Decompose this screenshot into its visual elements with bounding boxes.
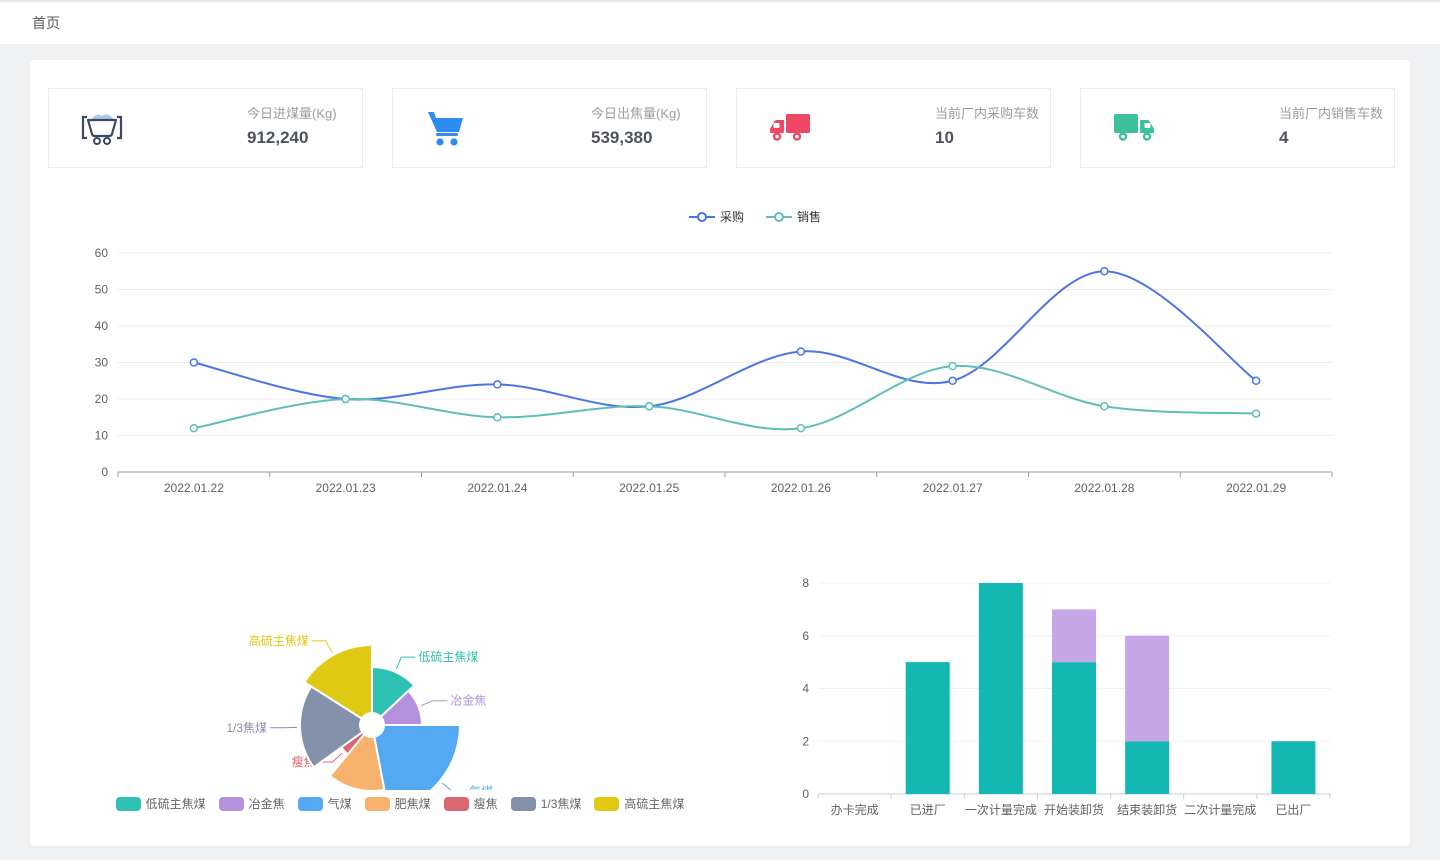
stat-label: 当前厂内销售车数 — [1279, 106, 1384, 121]
svg-text:2022.01.22: 2022.01.22 — [164, 481, 224, 495]
legend-swatch — [297, 796, 323, 811]
stat-value: 4 — [1279, 128, 1289, 147]
svg-text:一次计量完成: 一次计量完成 — [965, 802, 1037, 817]
stat-card-coal-in: 今日进煤量(Kg) 912,240 — [48, 88, 363, 168]
pie-legend-item[interactable]: 肥焦煤 — [364, 795, 431, 812]
legend-swatch — [443, 796, 469, 811]
line-marker-icon — [766, 211, 792, 222]
svg-text:办卡完成: 办卡完成 — [831, 802, 879, 817]
svg-text:二次计量完成: 二次计量完成 — [1184, 802, 1256, 817]
svg-text:40: 40 — [95, 319, 109, 333]
pie-legend-item[interactable]: 瘦焦 — [443, 795, 498, 812]
truck-left-icon — [737, 110, 842, 146]
legend-label: 冶金焦 — [248, 797, 285, 811]
svg-text:0: 0 — [101, 465, 108, 479]
legend-swatch — [115, 796, 141, 811]
stat-value: 10 — [935, 128, 954, 147]
purchase-sale-line-chart: 0 10 20 30 40 50 60 2022.01.22 2022.01.23 2022.01… — [95, 246, 1333, 495]
svg-text:2022.01.26: 2022.01.26 — [771, 481, 831, 495]
svg-text:2022.01.25: 2022.01.25 — [619, 481, 679, 495]
stat-card-coke-out: 今日出焦量(Kg) 539,380 — [392, 88, 707, 168]
svg-text:2022.01.27: 2022.01.27 — [923, 481, 983, 495]
line-marker-icon — [688, 211, 715, 222]
breadcrumb[interactable]: 首页 — [32, 15, 60, 31]
svg-text:1/3焦煤: 1/3焦煤 — [226, 721, 267, 735]
stat-value: 539,380 — [591, 128, 653, 147]
pie-legend-item[interactable]: 高硫主焦煤 — [594, 795, 684, 812]
svg-text:2: 2 — [802, 734, 809, 748]
svg-text:0: 0 — [802, 787, 809, 801]
legend-item-sale[interactable]: 销售 — [766, 208, 821, 225]
svg-text:低硫主焦煤: 低硫主焦煤 — [418, 649, 478, 664]
legend-item-purchase[interactable]: 采购 — [688, 208, 744, 225]
svg-text:50: 50 — [95, 283, 109, 297]
rose-chart-legend: 低硫主焦煤 冶金焦 气煤 肥焦煤 瘦焦 1/3焦煤 高硫主焦煤 — [70, 795, 730, 812]
legend-label: 低硫主焦煤 — [145, 797, 206, 811]
legend-label: 采购 — [719, 210, 744, 224]
svg-text:气煤: 气煤 — [469, 783, 493, 790]
dashboard-panel: 今日进煤量(Kg) 912,240 今日出焦量(Kg) 539,380 — [30, 60, 1410, 846]
svg-text:30: 30 — [95, 356, 109, 370]
stat-value: 912,240 — [247, 128, 309, 147]
svg-text:4: 4 — [802, 682, 809, 696]
legend-label: 1/3焦煤 — [540, 797, 582, 811]
legend-label: 销售 — [797, 210, 822, 224]
svg-text:2022.01.29: 2022.01.29 — [1226, 481, 1286, 495]
legend-label: 气煤 — [327, 797, 352, 811]
legend-swatch — [510, 796, 536, 811]
svg-text:已进厂: 已进厂 — [910, 803, 946, 817]
stat-card-purchase-trucks: 当前厂内采购车数 10 — [736, 88, 1051, 168]
stat-label: 今日进煤量(Kg) — [247, 106, 337, 121]
pie-legend-item[interactable]: 1/3焦煤 — [510, 795, 582, 812]
svg-text:2022.01.23: 2022.01.23 — [316, 481, 376, 495]
pie-legend-item[interactable]: 冶金焦 — [218, 795, 285, 812]
svg-text:2022.01.24: 2022.01.24 — [467, 481, 527, 495]
svg-text:8: 8 — [802, 576, 809, 590]
legend-label: 高硫主焦煤 — [624, 797, 685, 811]
svg-text:开始装卸货: 开始装卸货 — [1044, 802, 1104, 817]
legend-swatch — [364, 796, 390, 811]
svg-text:6: 6 — [802, 629, 809, 643]
stat-card-sale-trucks: 当前厂内销售车数 4 — [1080, 88, 1395, 168]
svg-text:20: 20 — [95, 392, 109, 406]
vehicle-status-bar-chart: 0 2 4 6 8 办卡完成 已进厂 一次计量完成 开始装卸货 结束装卸货 二次计量完成 已出厂 — [802, 576, 1331, 817]
legend-swatch — [218, 796, 244, 811]
svg-text:60: 60 — [95, 246, 109, 260]
stat-label: 今日出焦量(Kg) — [591, 106, 681, 121]
svg-text:高硫主焦煤: 高硫主焦煤 — [249, 633, 309, 648]
legend-swatch — [594, 796, 620, 811]
svg-text:结束装卸货: 结束装卸货 — [1117, 802, 1177, 817]
pie-legend-item[interactable]: 气煤 — [297, 795, 352, 812]
svg-text:冶金焦: 冶金焦 — [450, 693, 486, 708]
top-nav-bar: 首页 — [0, 0, 1440, 44]
mine-cart-icon — [49, 108, 154, 148]
legend-label: 瘦焦 — [473, 797, 498, 811]
legend-label: 肥焦煤 — [394, 797, 431, 811]
shopping-cart-icon — [393, 108, 498, 148]
pie-legend-item[interactable]: 低硫主焦煤 — [115, 795, 206, 812]
truck-right-icon — [1081, 110, 1186, 146]
svg-text:已出厂: 已出厂 — [1275, 803, 1311, 817]
stat-cards-row: 今日进煤量(Kg) 912,240 今日出焦量(Kg) 539,380 — [48, 88, 1396, 168]
stat-label: 当前厂内采购车数 — [935, 106, 1040, 121]
line-chart-legend: 采购 销售 — [30, 208, 1410, 225]
svg-text:10: 10 — [95, 429, 109, 443]
svg-text:2022.01.28: 2022.01.28 — [1074, 481, 1134, 495]
